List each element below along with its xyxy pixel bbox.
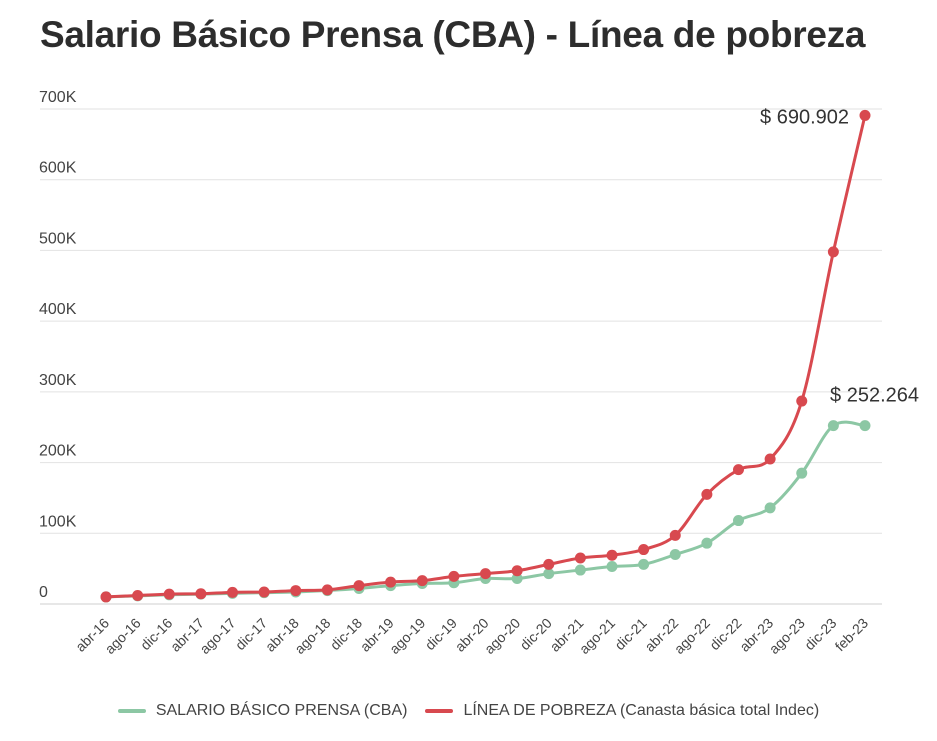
y-tick-label: 600K: [39, 160, 77, 177]
data-point: [859, 420, 871, 432]
data-point: [701, 488, 713, 500]
y-tick-label: 0: [39, 584, 48, 601]
data-point: [669, 549, 681, 560]
data-point: [448, 570, 460, 582]
chart-title: Salario Básico Prensa (CBA) - Línea de p…: [40, 14, 866, 55]
data-point: [511, 573, 523, 585]
data-point: [827, 420, 839, 432]
data-point: [827, 246, 839, 258]
data-point: [796, 467, 808, 479]
data-point: [733, 515, 744, 527]
data-point: [638, 558, 650, 570]
end-value-label: $ 252.264: [830, 385, 919, 407]
x-tick-label: ago-20: [481, 615, 523, 657]
data-point: [258, 586, 270, 598]
legend-label-salario: SALARIO BÁSICO PRENSA (CBA): [155, 702, 408, 719]
data-point: [416, 575, 428, 587]
legend-item-salario[interactable]: SALARIO BÁSICO PRENSA (CBA): [117, 702, 408, 720]
chart-legend: SALARIO BÁSICO PRENSA (CBA) LÍNEA DE POB…: [0, 702, 937, 720]
line-chart: 0100K200K300K400K500K600K700Kabr-16ago-1…: [39, 89, 919, 657]
data-point: [796, 395, 808, 407]
x-tick-label: ago-23: [766, 615, 808, 657]
data-point: [132, 590, 144, 602]
end-value-label: $ 690.902: [760, 106, 849, 128]
y-tick-label: 700K: [39, 89, 77, 106]
x-tick-label: ago-17: [196, 615, 238, 657]
data-point: [733, 464, 744, 476]
data-point: [163, 588, 175, 600]
x-tick-label: ago-19: [386, 615, 428, 657]
legend-swatch-pobreza: [425, 709, 454, 713]
y-tick-label: 500K: [39, 230, 77, 247]
data-point: [701, 537, 713, 549]
legend-label-pobreza: LÍNEA DE POBREZA (Canasta básica total I…: [463, 702, 820, 719]
legend-item-pobreza[interactable]: LÍNEA DE POBREZA (Canasta básica total I…: [425, 702, 819, 720]
data-point: [480, 568, 491, 580]
data-point: [385, 576, 397, 588]
y-tick-label: 300K: [39, 372, 77, 389]
x-tick-label: ago-22: [671, 615, 713, 657]
data-point: [574, 564, 586, 576]
data-point: [195, 588, 207, 600]
y-tick-label: 200K: [39, 443, 77, 460]
series-line: [104, 113, 867, 599]
data-point: [227, 586, 238, 598]
data-point: [764, 502, 776, 514]
data-point: [669, 529, 681, 541]
legend-swatch-salario: [117, 709, 146, 713]
data-point: [606, 561, 618, 573]
data-point: [100, 591, 112, 603]
data-point: [321, 584, 333, 596]
data-point: [290, 585, 302, 597]
x-tick-label: ago-18: [291, 615, 333, 657]
data-point: [511, 565, 523, 577]
x-tick-label: ago-16: [102, 615, 144, 657]
x-tick-label: feb-23: [832, 615, 872, 655]
data-point: [543, 568, 555, 580]
data-point: [859, 109, 871, 121]
y-tick-label: 100K: [39, 513, 77, 530]
data-point: [543, 558, 555, 570]
data-point: [606, 549, 618, 561]
x-tick-label: ago-21: [576, 615, 618, 657]
data-point: [764, 453, 776, 465]
x-tick-label: dic-23: [801, 615, 839, 653]
y-tick-label: 400K: [39, 301, 77, 318]
data-point: [353, 580, 365, 592]
data-point: [638, 544, 650, 556]
data-point: [574, 552, 586, 564]
